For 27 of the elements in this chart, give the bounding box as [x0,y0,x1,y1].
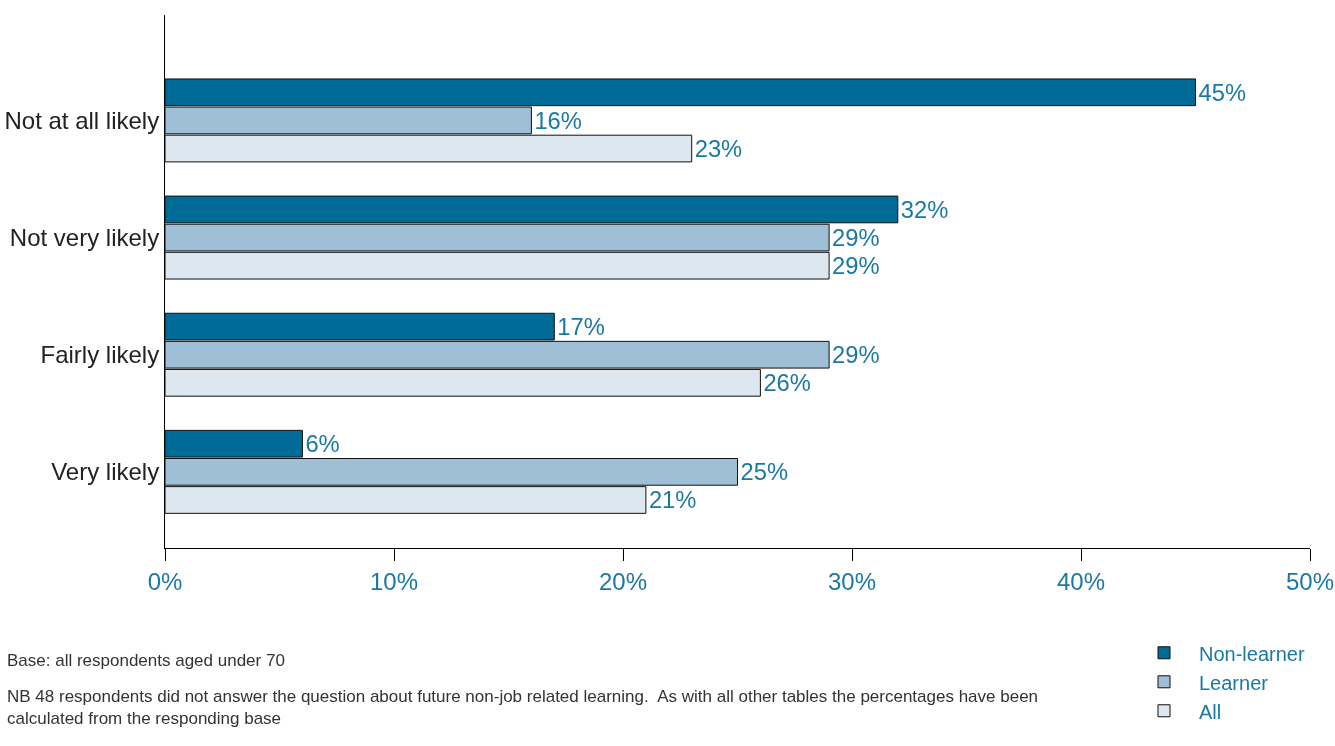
data-label: 29% [832,253,880,280]
data-label: 6% [305,431,340,458]
data-label: 23% [694,135,743,162]
text: NB 48 respondents did not answer the question about future non-job related learning. As with all other tables the percentages have been calculated from the responding base [7,687,1039,729]
legend-label: Non-learner [1199,642,1305,665]
x-tick-label: 50% [1285,567,1335,595]
x-tick-label: 10% [369,567,419,595]
data-label: 32% [900,196,949,223]
y-tick-label: Fairly likely [40,341,160,369]
y-tick-label: Not very likely [9,223,160,251]
data-label: 16% [534,107,582,134]
text: Base: all respondents aged under 70 [7,651,285,670]
data-label: 45% [1198,79,1247,106]
y-tick-label: Not at all likely [4,106,160,134]
legend-label: All [1199,700,1222,723]
x-tick-label: 30% [827,567,877,595]
x-tick-label: 20% [598,567,648,595]
data-label: 29% [832,342,880,369]
x-tick-label: 0% [147,567,183,595]
x-tick-label: 40% [1056,567,1106,595]
data-label: 17% [557,314,605,341]
legend-label: Learner [1199,671,1269,694]
data-label: 29% [832,224,880,251]
y-tick-label: Very likely [51,458,160,486]
data-label: 26% [763,370,811,397]
data-label: 25% [740,459,789,486]
data-label: 21% [648,487,697,514]
